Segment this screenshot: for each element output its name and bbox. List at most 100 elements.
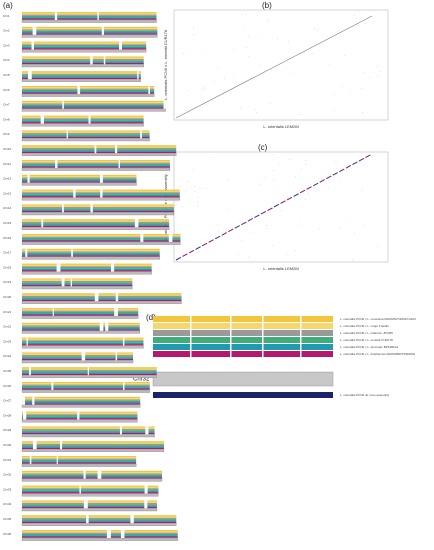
alignment-track bbox=[22, 342, 144, 345]
dot bbox=[286, 67, 288, 69]
alignment-track bbox=[22, 28, 158, 30]
legend-label: L. orientalis PCN0 v L. major Friedlin bbox=[340, 324, 389, 328]
alignment-track bbox=[22, 41, 147, 43]
gap bbox=[94, 145, 97, 154]
gap bbox=[55, 160, 58, 168]
alignment-track bbox=[22, 13, 157, 15]
gap bbox=[114, 308, 118, 316]
dot bbox=[186, 50, 188, 52]
comparison-track bbox=[153, 344, 333, 350]
alignment-track bbox=[22, 521, 177, 523]
dot bbox=[301, 53, 303, 55]
gap bbox=[79, 485, 81, 494]
panel-label: (d) bbox=[146, 313, 156, 322]
alignment-track bbox=[22, 399, 141, 401]
chromosome-label: Chr5 bbox=[3, 73, 10, 77]
chromosome-bar bbox=[21, 108, 166, 112]
alignment-track bbox=[22, 446, 164, 448]
dot bbox=[308, 192, 309, 194]
alignment-track bbox=[22, 432, 155, 435]
alignment-track bbox=[22, 29, 158, 31]
alignment-track bbox=[22, 33, 158, 35]
chromosome-bar bbox=[21, 330, 140, 334]
dot bbox=[361, 88, 362, 89]
gap bbox=[99, 174, 103, 183]
chromosome-bar bbox=[21, 167, 171, 171]
chromosome-label: Chr9 bbox=[3, 132, 10, 136]
alignment-track bbox=[22, 59, 144, 61]
gap bbox=[32, 396, 35, 405]
alignment-track bbox=[22, 57, 144, 59]
chromosome-bar bbox=[21, 197, 180, 201]
gap bbox=[190, 316, 192, 358]
chromosome-label: Chr19 bbox=[3, 280, 12, 284]
dot bbox=[295, 176, 296, 178]
alignment-track bbox=[22, 236, 181, 238]
alignment-track bbox=[22, 237, 181, 240]
gap bbox=[62, 100, 64, 109]
gap bbox=[119, 426, 122, 435]
dot bbox=[214, 81, 215, 83]
alignment-track bbox=[22, 163, 170, 166]
dot bbox=[238, 254, 240, 255]
chromosome-bar bbox=[21, 49, 147, 53]
alignment-track bbox=[22, 18, 157, 20]
chromosome-bar bbox=[21, 241, 181, 245]
chromosome-bar bbox=[21, 463, 137, 467]
alignment-track bbox=[22, 504, 157, 506]
dot bbox=[270, 103, 271, 104]
alignment-track bbox=[22, 344, 144, 346]
alignment-track bbox=[22, 103, 166, 105]
dot bbox=[271, 70, 273, 71]
alignment-track bbox=[22, 251, 160, 253]
segment bbox=[293, 193, 299, 197]
chromosome-bar bbox=[21, 434, 155, 438]
alignment-track bbox=[22, 178, 137, 180]
dot bbox=[183, 52, 184, 54]
gap bbox=[81, 352, 86, 361]
alignment-track bbox=[22, 445, 164, 447]
dot bbox=[273, 180, 274, 181]
alignment-track bbox=[22, 15, 157, 18]
alignment-track bbox=[22, 91, 155, 93]
alignment-track bbox=[22, 146, 177, 148]
dot bbox=[362, 224, 364, 226]
alignment-track bbox=[22, 489, 159, 491]
dot bbox=[179, 186, 181, 188]
alignment-track bbox=[22, 293, 182, 295]
dot bbox=[188, 90, 190, 91]
alignment-track bbox=[22, 308, 139, 310]
alignment-track bbox=[22, 135, 150, 137]
alignment-track bbox=[22, 492, 159, 494]
alignment-track bbox=[22, 429, 155, 431]
alignment-track bbox=[22, 209, 174, 211]
alignment-track bbox=[22, 461, 137, 463]
alignment-track bbox=[22, 338, 144, 341]
track-label: L. orientalis PCN0 de novo assembly bbox=[340, 393, 390, 397]
dot bbox=[292, 71, 294, 73]
dot bbox=[245, 47, 247, 48]
alignment-track bbox=[22, 520, 177, 522]
dot bbox=[305, 164, 307, 165]
alignment-track bbox=[22, 255, 160, 257]
alignment-track bbox=[22, 490, 159, 493]
alignment-track bbox=[22, 60, 144, 62]
chromosome-bar bbox=[21, 93, 155, 97]
segment bbox=[332, 172, 338, 176]
alignment-track bbox=[22, 268, 152, 271]
segment bbox=[299, 189, 306, 194]
segment bbox=[358, 157, 365, 162]
gap bbox=[120, 530, 125, 538]
dot bbox=[277, 38, 279, 39]
alignment-track bbox=[22, 30, 158, 32]
dot bbox=[273, 116, 275, 118]
chromosome-label: Chr31 bbox=[3, 458, 12, 462]
dot bbox=[197, 201, 198, 203]
alignment-track bbox=[22, 412, 138, 415]
alignment-track bbox=[22, 357, 134, 359]
alignment-track bbox=[22, 503, 157, 505]
gap bbox=[27, 71, 32, 80]
alignment-track bbox=[22, 165, 170, 167]
alignment-track bbox=[22, 311, 139, 314]
segment bbox=[306, 186, 312, 190]
